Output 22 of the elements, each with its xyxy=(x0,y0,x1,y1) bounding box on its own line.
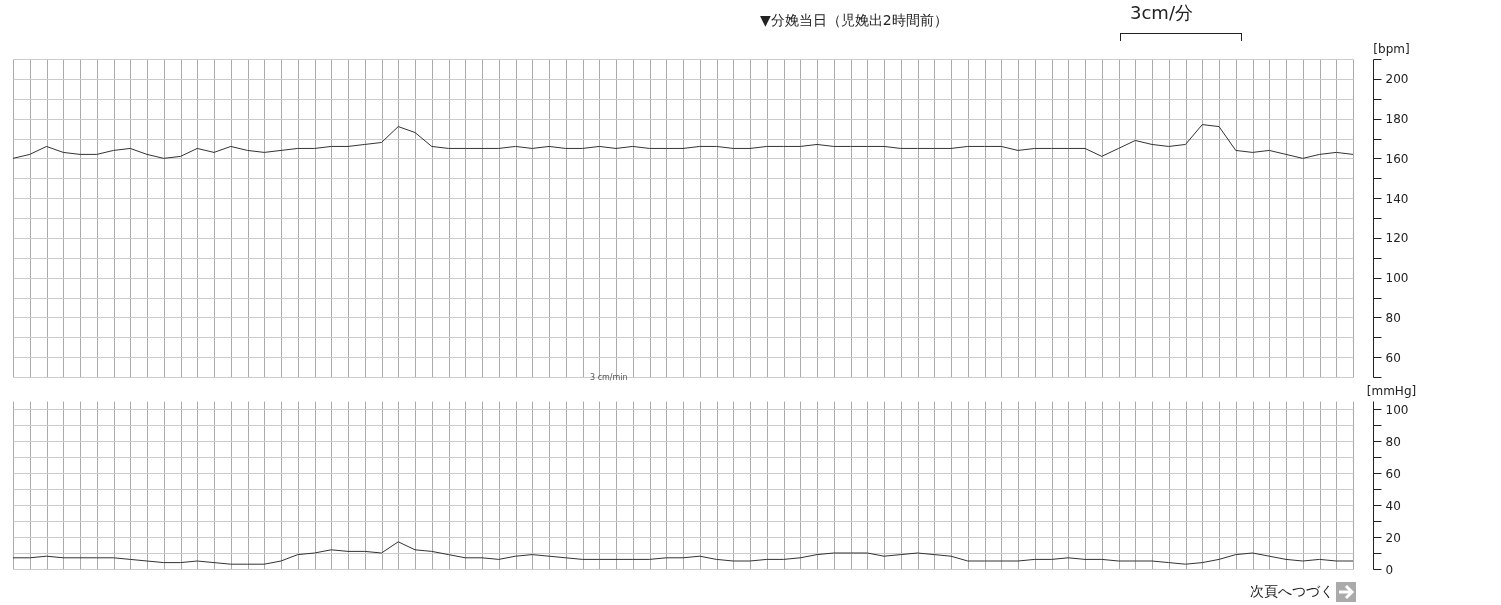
y-tick-label: 60 xyxy=(1385,466,1401,481)
y-axis-title: [mmHg] xyxy=(1366,383,1417,398)
y-tick-label: 120 xyxy=(1385,231,1409,246)
text: ▼分娩当日（児娩出2時間前） xyxy=(760,12,948,28)
y-tick-label: 80 xyxy=(1385,434,1401,449)
y-tick-label: 80 xyxy=(1385,310,1401,325)
y-axis-title: [bpm] xyxy=(1373,41,1410,56)
line-series xyxy=(12,541,1354,565)
y-tick-label: 160 xyxy=(1385,151,1409,166)
annotation: 3 cm/min xyxy=(590,373,628,382)
text: 次頁へつづく xyxy=(1250,583,1334,599)
y-tick-label: 20 xyxy=(1385,530,1401,545)
y-tick-label: 200 xyxy=(1385,72,1409,87)
y-tick-label: 180 xyxy=(1385,112,1409,127)
text: 3cm/分 xyxy=(1130,2,1193,23)
line-series xyxy=(12,124,1354,159)
y-tick-label: 140 xyxy=(1385,191,1409,206)
y-tick-label: 100 xyxy=(1385,271,1409,286)
y-tick-label: 60 xyxy=(1385,350,1401,365)
y-tick-label: 100 xyxy=(1385,402,1409,417)
y-tick-label: 0 xyxy=(1385,562,1394,577)
y-tick-label: 40 xyxy=(1385,498,1401,513)
